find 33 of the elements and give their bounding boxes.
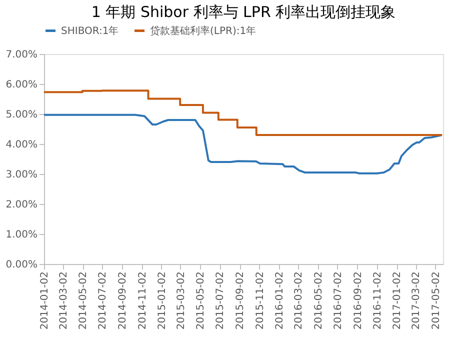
- x-tick-label: 2014-07-02: [98, 272, 109, 330]
- y-tick-label: 5.00%: [6, 110, 38, 120]
- y-tick-label: 6.00%: [6, 80, 38, 90]
- x-tick-label: 2017-03-02: [411, 272, 422, 330]
- y-tick-label: 2.00%: [6, 200, 38, 210]
- line-series: [43, 114, 444, 174]
- x-tick-label: 2016-07-02: [332, 272, 344, 330]
- y-tick-label: 1.00%: [6, 230, 38, 240]
- x-tick-label: 2016-03-02: [294, 272, 305, 330]
- x-tick-label: 2015-05-02: [196, 272, 207, 330]
- x-tick-label: 2016-11-02: [372, 272, 384, 330]
- y-tick-label: 4.00%: [6, 140, 38, 150]
- x-tick-label: 2015-03-02: [176, 272, 187, 330]
- x-tick-label: 2016-05-02: [313, 272, 324, 330]
- x-tick-label: 2014-05-02: [78, 272, 90, 330]
- x-tick-label: 2014-09-02: [118, 272, 129, 330]
- x-tick-label: 2015-07-02: [215, 272, 226, 330]
- y-tick-label: 3.00%: [6, 170, 38, 180]
- x-tick-label: 2016-09-02: [352, 272, 364, 330]
- legend-label: 贷款基础利率(LPR):1年: [150, 24, 256, 37]
- x-tick-label: 2016-01-02: [274, 272, 286, 330]
- x-tick-label: 2015-11-02: [254, 272, 266, 330]
- chart-title: 1 年期 Shibor 利率与 LPR 利率出现倒挂现象: [91, 3, 396, 21]
- y-tick-label: 0.00%: [6, 260, 38, 270]
- x-tick-label: 2014-11-02: [137, 272, 148, 330]
- legend-label: SHIBOR:1年: [61, 24, 119, 37]
- y-tick-label: 7.00%: [6, 50, 38, 60]
- x-tick-label: 2015-09-02: [235, 272, 246, 330]
- x-tick-label: 2014-01-02: [40, 272, 50, 330]
- x-tick-label: 2017-05-02: [430, 272, 442, 330]
- x-tick-label: 2015-01-02: [156, 272, 168, 330]
- x-tick-label: 2017-01-02: [392, 272, 404, 330]
- x-tick-label: 2014-03-02: [58, 272, 70, 330]
